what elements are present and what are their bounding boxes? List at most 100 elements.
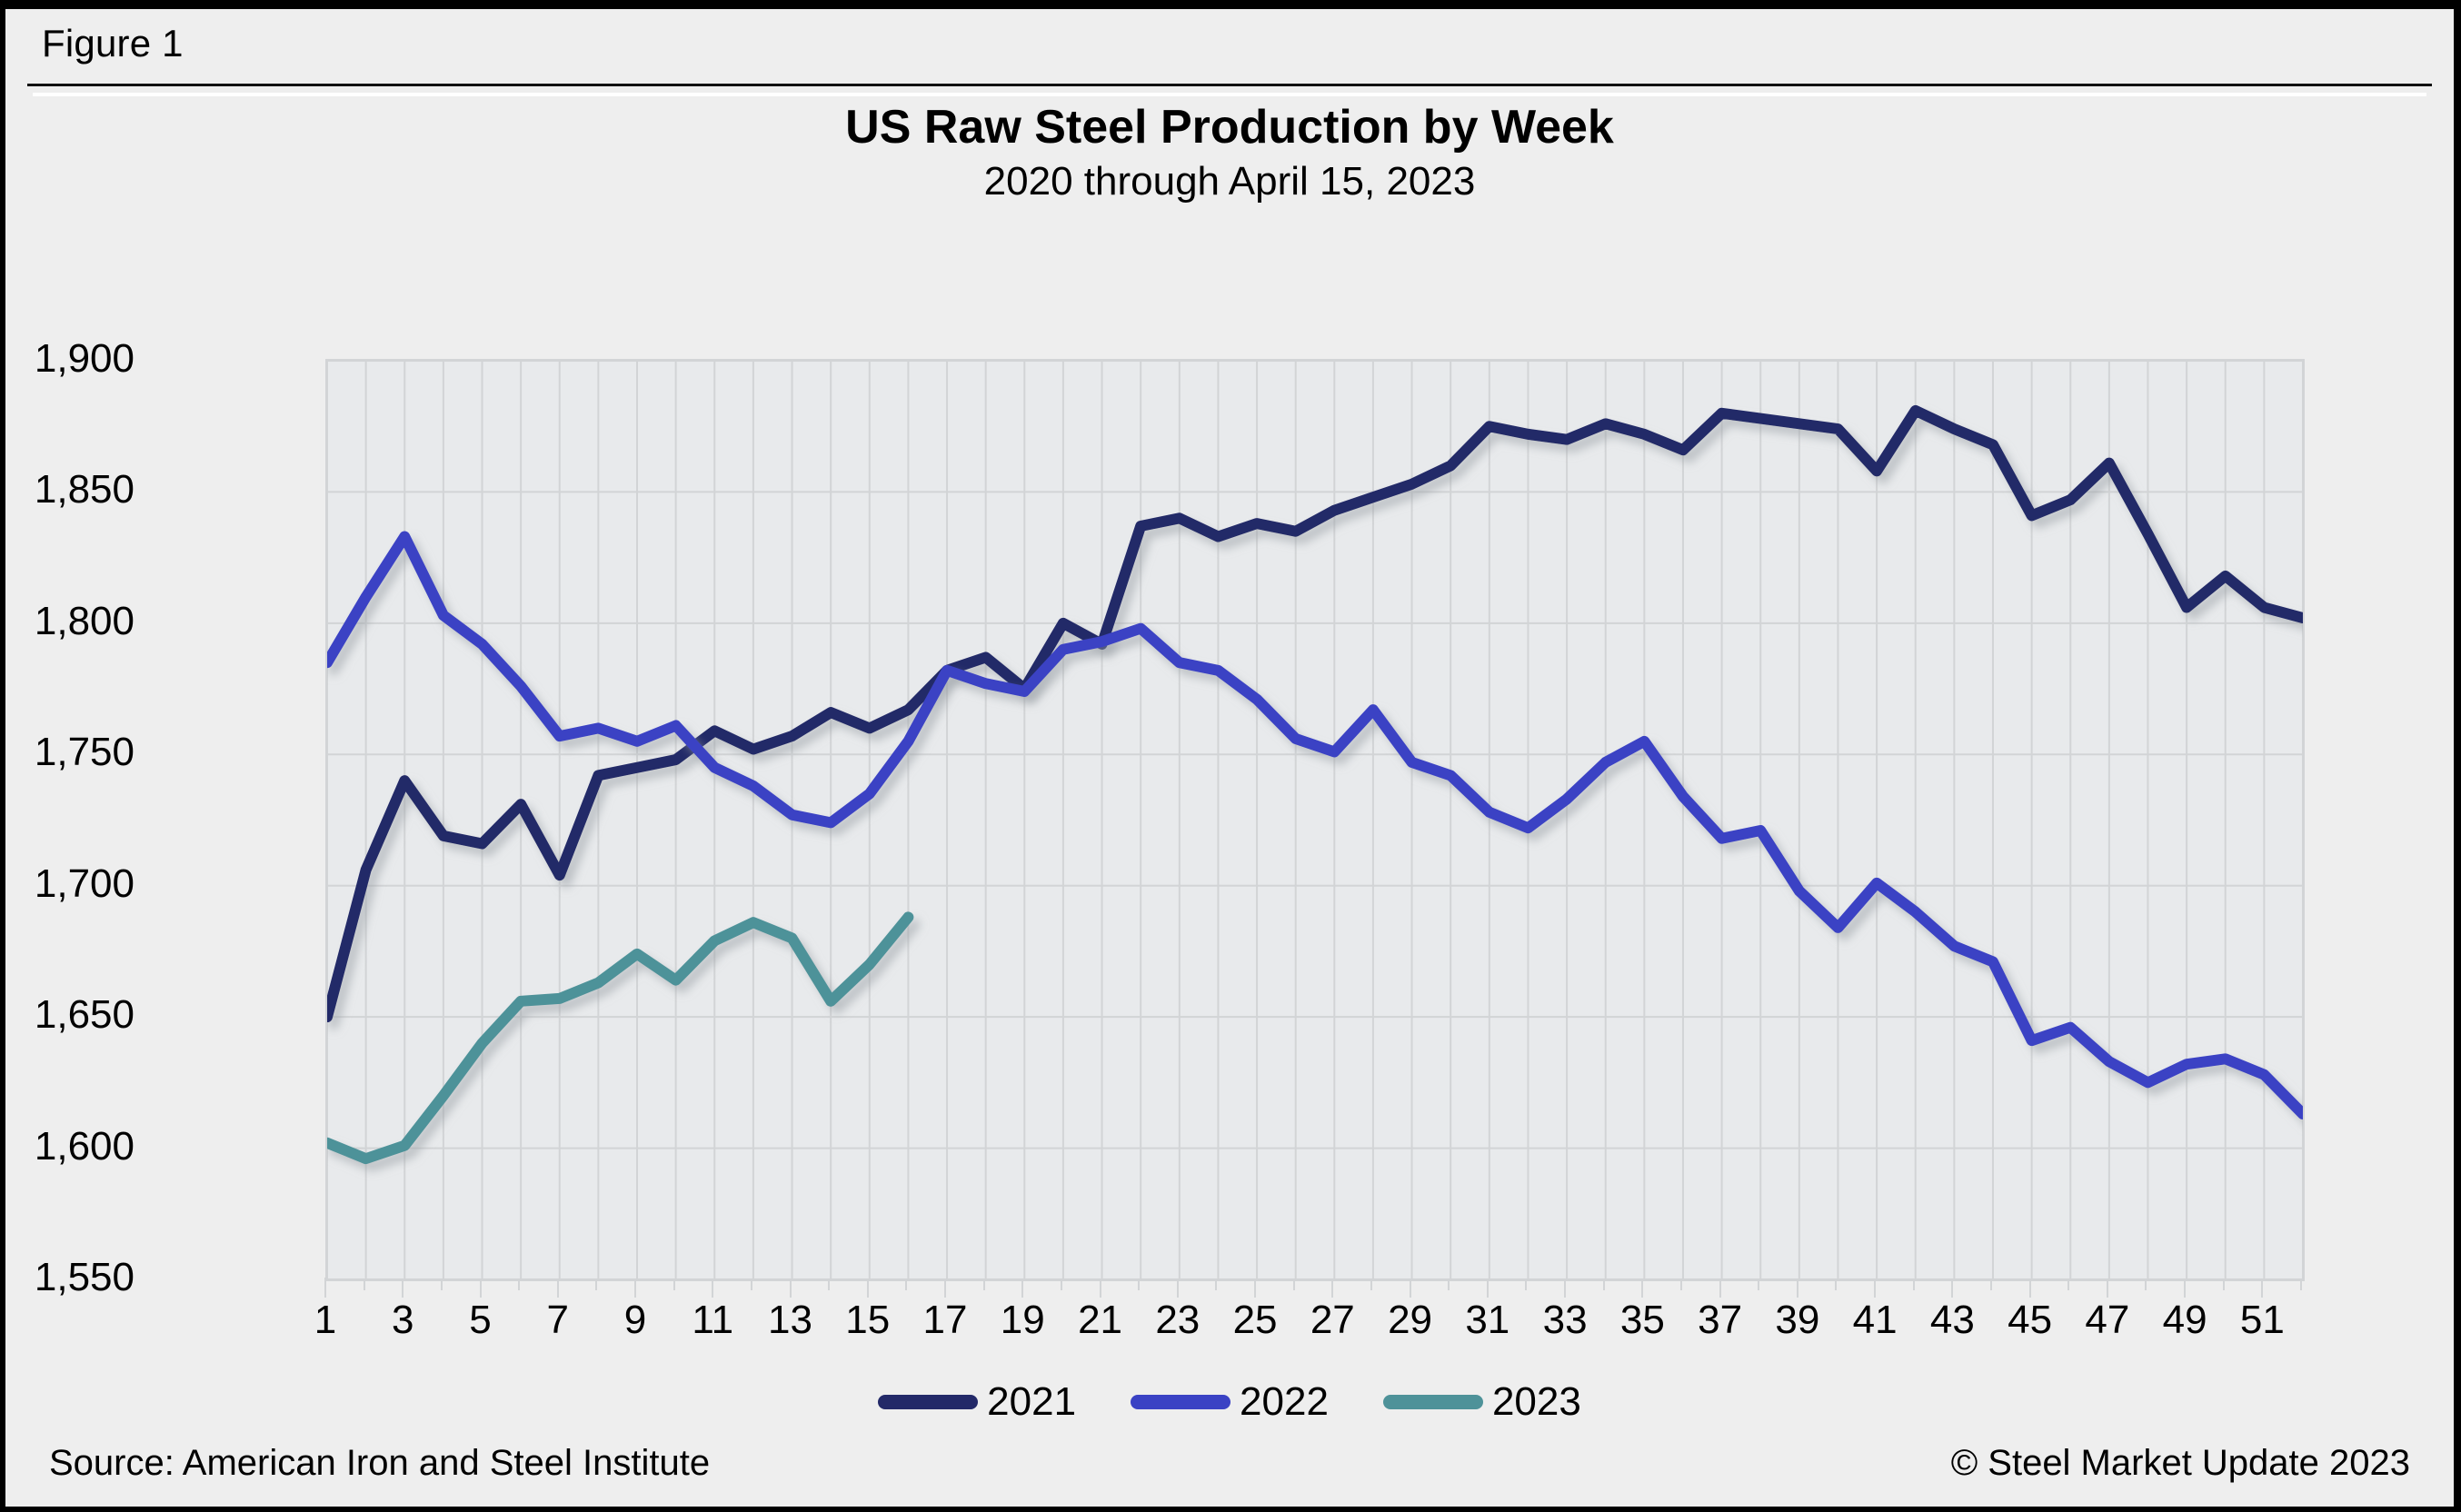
x-axis-tick-mark — [712, 1278, 714, 1298]
x-axis-tick-mark — [828, 1278, 831, 1290]
y-axis-tick-label: 1,700 — [34, 860, 135, 906]
x-axis-tick-label: 27 — [1310, 1298, 1355, 1342]
gridlines — [327, 361, 2303, 1279]
series-line-2023 — [327, 911, 914, 1165]
x-axis-tick-label: 25 — [1232, 1298, 1278, 1342]
x-axis-tick-mark — [1292, 1278, 1295, 1290]
x-axis-tick-label: 51 — [2239, 1298, 2285, 1342]
x-axis-tick-mark — [1641, 1278, 1644, 1298]
x-axis-tick-label: 41 — [1852, 1298, 1898, 1342]
x-axis-tick-mark — [1951, 1278, 1954, 1298]
series-line-2022 — [327, 531, 2303, 1120]
legend-label-2023: 2023 — [1491, 1379, 1581, 1424]
x-axis-tick-mark — [440, 1278, 443, 1290]
x-axis-tick-mark — [2145, 1278, 2147, 1290]
y-axis-tick-group: 1,900 1,850 1,800 1,750 1,700 1,650 1,600 1,550 — [5, 9, 2454, 1507]
x-axis-tick-mark — [2300, 1278, 2302, 1290]
x-axis-tick-label: 23 — [1155, 1298, 1201, 1342]
x-axis-tick-mark — [1835, 1278, 1838, 1290]
x-axis-tick-mark — [2261, 1278, 2264, 1298]
x-axis-tick-mark — [1912, 1278, 1915, 1290]
x-axis-tick-label: 1 — [314, 1298, 337, 1342]
x-axis-tick-mark — [1138, 1278, 1141, 1290]
x-axis-tick-label: 37 — [1698, 1298, 1743, 1342]
x-axis-tick-label: 33 — [1542, 1298, 1588, 1342]
x-axis-tick-mark — [1564, 1278, 1567, 1298]
x-axis-tick-mark — [1989, 1278, 1992, 1290]
x-axis-tick-label: 3 — [392, 1298, 414, 1342]
x-axis-tick-mark — [1448, 1278, 1450, 1290]
figure-container: Figure 1 US Raw Steel Production by Week… — [5, 9, 2454, 1507]
x-axis-tick-mark — [1874, 1278, 1877, 1298]
x-axis-tick-mark — [1719, 1278, 1721, 1298]
data-series-group — [327, 404, 2303, 1165]
x-axis-tick-mark — [944, 1278, 947, 1298]
x-axis-tick-mark — [556, 1278, 559, 1298]
x-axis-tick-mark — [1758, 1278, 1760, 1290]
legend-swatch-2021 — [878, 1395, 979, 1409]
y-axis-tick-label: 1,550 — [34, 1255, 135, 1299]
series-line-2021 — [327, 404, 2303, 1023]
legend-label-2022: 2022 — [1240, 1379, 1329, 1424]
legend-item-2021[interactable]: 2021 — [878, 1379, 1076, 1425]
x-axis-tick-mark — [1796, 1278, 1798, 1298]
x-axis-tick-mark — [1331, 1278, 1334, 1298]
x-axis-tick-label: 45 — [2008, 1298, 2053, 1342]
x-axis-tick-label: 9 — [623, 1298, 647, 1342]
source-note: Source: American Iron and Steel Institut… — [49, 1443, 711, 1483]
x-axis-tick-label: 47 — [2085, 1298, 2130, 1342]
chart-svg — [327, 361, 2303, 1279]
y-axis-tick-label: 1,750 — [34, 730, 135, 775]
x-axis-tick-label: 29 — [1388, 1298, 1433, 1342]
x-axis-tick-mark — [1525, 1278, 1528, 1290]
legend-label-2021: 2021 — [987, 1379, 1077, 1424]
x-axis-tick-mark — [518, 1278, 521, 1290]
chart-legend: 2021 2022 2023 — [5, 1379, 2454, 1425]
x-axis-tick-label: 43 — [1929, 1298, 1975, 1342]
x-axis-tick-mark — [595, 1278, 598, 1290]
y-axis-tick-label: 1,850 — [34, 467, 135, 512]
x-axis-tick-label: 13 — [768, 1298, 812, 1342]
chart-subtitle: 2020 through April 15, 2023 — [983, 159, 1476, 204]
x-axis-tick-mark — [866, 1278, 869, 1298]
x-axis-tick-label: 35 — [1619, 1298, 1665, 1342]
x-axis-tick-mark — [2067, 1278, 2070, 1290]
header-divider — [27, 84, 2432, 86]
y-axis-tick-label: 1,650 — [34, 992, 135, 1038]
x-axis-tick-mark — [402, 1278, 404, 1298]
x-axis-tick-mark — [479, 1278, 482, 1298]
x-axis-tick-mark — [1486, 1278, 1489, 1298]
legend-item-2022[interactable]: 2022 — [1131, 1379, 1329, 1425]
x-axis-tick-label: 5 — [469, 1298, 492, 1342]
x-axis-tick-label: 17 — [922, 1298, 968, 1342]
x-axis-tick-mark — [673, 1278, 675, 1290]
x-axis-tick-mark — [1176, 1278, 1179, 1298]
x-axis-tick-mark — [905, 1278, 908, 1290]
x-axis-tick-mark — [789, 1278, 792, 1298]
x-axis-tick-label: 11 — [692, 1298, 734, 1342]
legend-item-2023[interactable]: 2023 — [1382, 1379, 1581, 1425]
x-axis-tick-mark — [2184, 1278, 2187, 1298]
legend-swatch-2023 — [1382, 1395, 1483, 1409]
x-axis-tick-mark — [1021, 1278, 1024, 1298]
x-axis-tick-mark — [1602, 1278, 1605, 1290]
x-axis-tick-mark — [2028, 1278, 2031, 1298]
x-axis-tick-mark — [1370, 1278, 1372, 1290]
x-axis-tick-mark — [750, 1278, 752, 1290]
x-axis-tick-label: 21 — [1078, 1298, 1123, 1342]
x-axis-tick-mark — [1060, 1278, 1062, 1290]
x-axis-tick-label: 7 — [546, 1298, 569, 1342]
x-axis-tick-mark — [982, 1278, 985, 1290]
x-axis-tick-mark — [2222, 1278, 2225, 1290]
x-axis-tick-mark — [2106, 1278, 2108, 1298]
legend-swatch-2022 — [1131, 1395, 1231, 1409]
y-axis-tick-label: 1,900 — [34, 336, 135, 381]
x-axis-tick-label: 15 — [845, 1298, 891, 1342]
x-axis-tick-mark — [324, 1278, 326, 1298]
y-axis-tick-label: 1,800 — [34, 598, 135, 643]
copyright-note: © Steel Market Update 2023 — [1950, 1443, 2410, 1483]
x-axis-tick-mark — [1254, 1278, 1257, 1298]
x-axis-tick-mark — [1215, 1278, 1218, 1290]
x-axis-tick-mark — [1679, 1278, 1682, 1290]
x-axis-tick-mark — [634, 1278, 637, 1298]
